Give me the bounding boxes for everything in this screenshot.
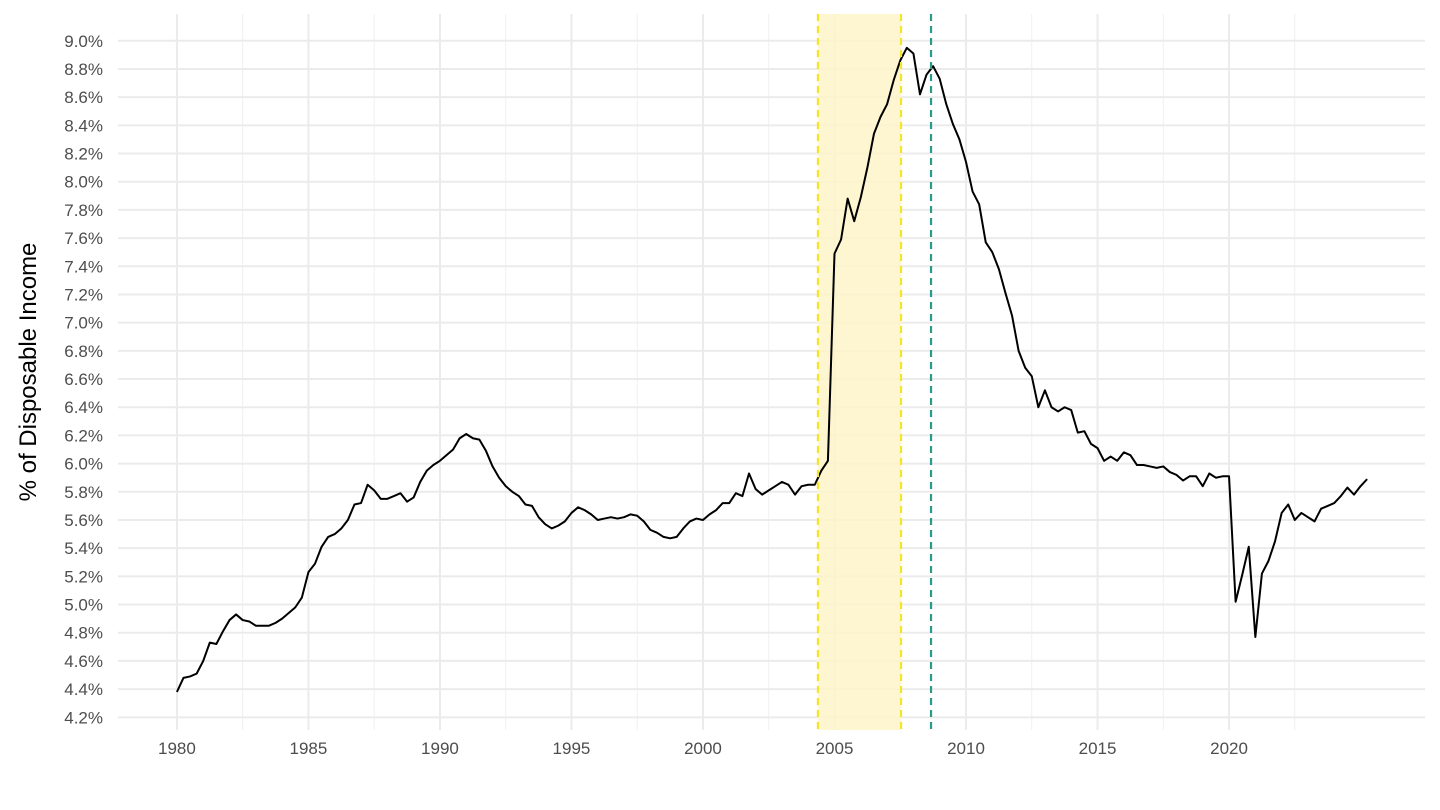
- y-tick-label: 8.2%: [64, 145, 103, 164]
- x-tick-label: 2005: [816, 739, 854, 758]
- y-tick-label: 7.6%: [64, 229, 103, 248]
- y-tick-label: 8.0%: [64, 173, 103, 192]
- y-axis-title: % of Disposable Income: [15, 243, 42, 502]
- y-tick-label: 5.6%: [64, 511, 103, 530]
- shaded-region: [817, 14, 902, 730]
- y-tick-label: 4.4%: [64, 680, 103, 699]
- y-tick-label: 5.4%: [64, 539, 103, 558]
- y-tick-label: 4.8%: [64, 624, 103, 643]
- y-tick-label: 8.8%: [64, 60, 103, 79]
- y-tick-label: 6.2%: [64, 426, 103, 445]
- y-tick-label: 4.2%: [64, 708, 103, 727]
- x-tick-label: 1990: [421, 739, 459, 758]
- x-tick-label: 2010: [947, 739, 985, 758]
- x-tick-label: 2000: [684, 739, 722, 758]
- y-tick-label: 5.0%: [64, 596, 103, 615]
- y-tick-label: 9.0%: [64, 32, 103, 51]
- y-tick-label: 7.4%: [64, 257, 103, 276]
- y-tick-label: 6.4%: [64, 398, 103, 417]
- y-tick-label: 6.6%: [64, 370, 103, 389]
- y-tick-label: 4.6%: [64, 652, 103, 671]
- y-tick-label: 7.0%: [64, 314, 103, 333]
- x-tick-label: 1995: [553, 739, 591, 758]
- y-tick-label: 5.2%: [64, 567, 103, 586]
- data-line: [176, 46, 1368, 693]
- y-tick-label: 6.8%: [64, 342, 103, 361]
- x-tick-label: 1985: [290, 739, 328, 758]
- y-tick-label: 7.2%: [64, 285, 103, 304]
- x-tick-label: 1980: [158, 739, 196, 758]
- y-tick-label: 8.4%: [64, 116, 103, 135]
- x-tick-label: 2020: [1210, 739, 1248, 758]
- x-tick-label: 2015: [1079, 739, 1117, 758]
- y-tick-label: 7.8%: [64, 201, 103, 220]
- y-tick-label: 6.0%: [64, 455, 103, 474]
- y-tick-label: 5.8%: [64, 483, 103, 502]
- y-tick-label: 8.6%: [64, 88, 103, 107]
